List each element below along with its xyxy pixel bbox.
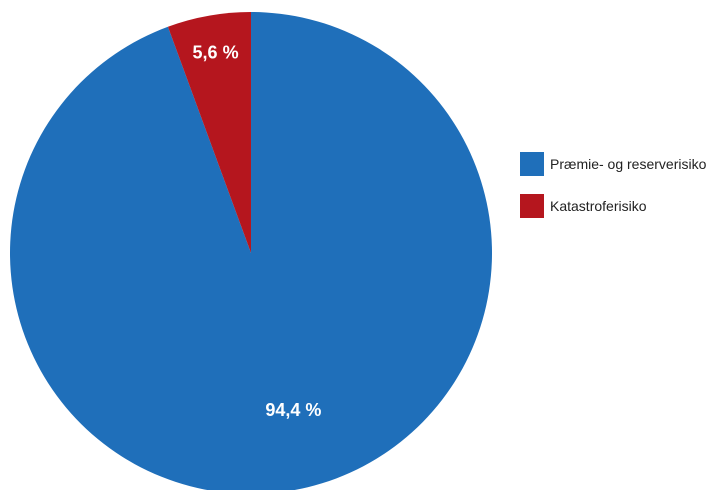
- chart-legend: Præmie- og reserverisiko Katastroferisik…: [520, 152, 706, 236]
- legend-item-premium-reserve-risk: Præmie- og reserverisiko: [520, 152, 706, 176]
- pie-label-premium-reserve-risk: 94,4 %: [265, 400, 321, 420]
- pie-label-catastrophe-risk: 5,6 %: [193, 42, 239, 62]
- legend-swatch-premium-reserve-risk: [520, 152, 544, 176]
- pie-slice-premium-reserve-risk: [10, 12, 492, 490]
- pie-slice-catastrophe-risk: [167, 12, 251, 253]
- legend-label-premium-reserve-risk: Præmie- og reserverisiko: [550, 156, 707, 172]
- legend-item-catastrophe-risk: Katastroferisiko: [520, 194, 706, 218]
- legend-label-catastrophe-risk: Katastroferisiko: [550, 198, 647, 214]
- legend-swatch-catastrophe-risk: [520, 194, 544, 218]
